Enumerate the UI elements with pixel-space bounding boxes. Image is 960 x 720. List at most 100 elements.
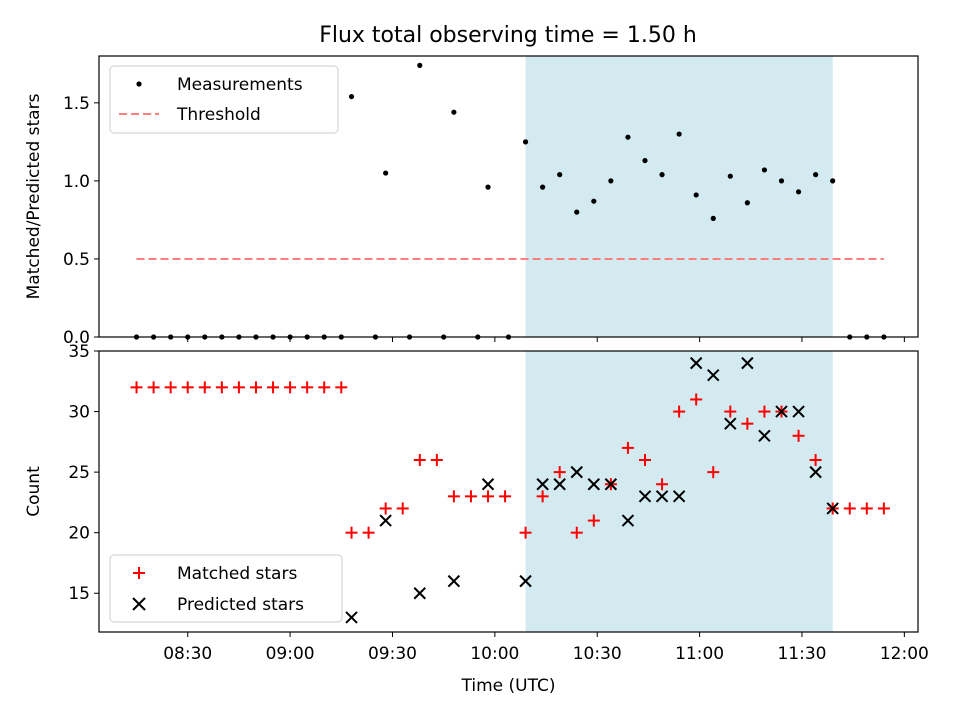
predicted-star-point bbox=[809, 465, 822, 479]
measurement-point bbox=[813, 172, 819, 178]
ratio-panel: 0.0 0.5 1.0 1.5 Matched/Predicted stars Mea… bbox=[24, 55, 919, 348]
matched-star-point bbox=[758, 405, 771, 418]
ratio-legend-box bbox=[109, 65, 339, 134]
x-stroke-b bbox=[570, 465, 583, 479]
matched-star-point bbox=[447, 490, 460, 503]
measurement-point bbox=[574, 209, 580, 215]
count-legend: Matched stars Predicted stars bbox=[109, 554, 343, 623]
predicted-star-point bbox=[724, 417, 737, 430]
measurement-point bbox=[383, 170, 389, 176]
measurement-point bbox=[485, 184, 491, 190]
x-stroke-b bbox=[741, 356, 754, 370]
matched-star-point bbox=[232, 381, 245, 394]
measurement-point bbox=[625, 134, 631, 140]
matched-star-point bbox=[707, 466, 720, 479]
matched-star-point bbox=[301, 381, 314, 394]
y-tick-label: 1.0 bbox=[63, 172, 90, 192]
matched-star-point bbox=[413, 454, 426, 467]
ratio-y-ticks: 0.0 0.5 1.0 1.5 bbox=[63, 94, 99, 348]
ratio-panel-frame bbox=[98, 55, 919, 338]
x-stroke-b bbox=[447, 574, 461, 588]
matched-star-point bbox=[553, 466, 566, 479]
x-tick-label: 10:30 bbox=[573, 644, 622, 664]
x-tick-label: 12:00 bbox=[880, 644, 929, 664]
matched-star-point bbox=[464, 490, 477, 503]
legend-measurements-marker bbox=[136, 81, 142, 87]
matched-star-point bbox=[335, 381, 348, 394]
matched-star-point bbox=[877, 502, 890, 515]
matched-star-point bbox=[198, 381, 211, 394]
predicted-star-point bbox=[672, 490, 686, 503]
x-tick-label: 08:30 bbox=[163, 644, 212, 664]
matched-star-point bbox=[164, 381, 177, 394]
y-tick-label: 30 bbox=[68, 403, 90, 423]
x-stroke-b bbox=[775, 405, 788, 418]
matched-star-point bbox=[215, 381, 228, 394]
x-stroke-b bbox=[413, 587, 426, 600]
matched-star-point bbox=[809, 454, 822, 467]
x-stroke-b bbox=[638, 490, 652, 503]
predicted-star-point bbox=[826, 502, 839, 515]
measurement-point bbox=[591, 198, 597, 204]
predicted-star-point bbox=[604, 478, 618, 491]
measurement-point bbox=[659, 172, 665, 178]
matched-star-point bbox=[724, 405, 737, 418]
predicted-star-point bbox=[587, 478, 601, 491]
x-tick-label: 11:30 bbox=[777, 644, 826, 664]
x-stroke-b bbox=[536, 478, 549, 491]
predicted-star-point bbox=[655, 490, 669, 503]
x-stroke-b bbox=[809, 465, 822, 479]
y-tick-label: 35 bbox=[68, 342, 90, 362]
measurement-point bbox=[540, 184, 546, 190]
matched-star-point bbox=[284, 381, 297, 394]
measurement-point bbox=[710, 215, 716, 221]
x-stroke-b bbox=[826, 502, 839, 515]
predicted-star-point bbox=[553, 478, 566, 491]
ratio-y-axis-label: Matched/Predicted stars bbox=[24, 93, 44, 299]
legend-predicted-label: Predicted stars bbox=[177, 595, 304, 615]
count-panel: 15 20 25 30 35 08:30 09:00 09:30 10:00 10:30 11:0… bbox=[24, 342, 929, 696]
matched-star-point bbox=[792, 429, 805, 442]
predicted-star-point bbox=[379, 514, 392, 527]
count-y-axis-label: Count bbox=[24, 466, 44, 517]
x-axis-label: Time (UTC) bbox=[461, 676, 556, 696]
measurement-point bbox=[727, 173, 733, 179]
measurement-point bbox=[557, 172, 563, 178]
measurement-point bbox=[348, 93, 355, 100]
matched-star-point bbox=[639, 454, 651, 467]
predicted-star-point bbox=[447, 574, 461, 588]
measurement-point bbox=[744, 200, 750, 206]
measurement-point bbox=[676, 131, 682, 137]
measurement-point bbox=[451, 109, 457, 115]
matched-star-point bbox=[318, 381, 331, 394]
x-stroke-b bbox=[724, 417, 737, 430]
x-stroke-b bbox=[758, 429, 771, 442]
ratio-x-ticks bbox=[187, 337, 905, 342]
matched-star-point bbox=[519, 526, 532, 539]
matched-star-point bbox=[130, 381, 143, 394]
count-panel-frame bbox=[98, 350, 919, 633]
matched-star-point bbox=[181, 381, 194, 394]
matched-star-point bbox=[499, 490, 512, 503]
matched-star-point bbox=[741, 417, 754, 430]
measurement-point bbox=[417, 62, 423, 68]
matched-star-point bbox=[843, 502, 856, 515]
measurement-point bbox=[522, 139, 529, 145]
measurement-point bbox=[795, 189, 802, 195]
observing-window-shade-bottom bbox=[525, 351, 833, 632]
x-stroke-b bbox=[481, 478, 495, 491]
measurement-point bbox=[761, 167, 768, 173]
measurement-point bbox=[693, 192, 699, 198]
predicted-star-point bbox=[792, 405, 805, 418]
predicted-star-point bbox=[570, 465, 583, 479]
matched-star-point bbox=[379, 502, 392, 515]
y-tick-label: 25 bbox=[68, 463, 90, 483]
predicted-star-point bbox=[345, 611, 358, 624]
predicted-star-point bbox=[758, 429, 771, 442]
matched-star-point bbox=[570, 526, 583, 539]
x-tick-label: 09:00 bbox=[266, 644, 315, 664]
count-y-ticks: 15 20 25 30 35 bbox=[68, 342, 99, 604]
measurement-point bbox=[778, 178, 785, 184]
y-tick-label: 15 bbox=[68, 584, 90, 604]
